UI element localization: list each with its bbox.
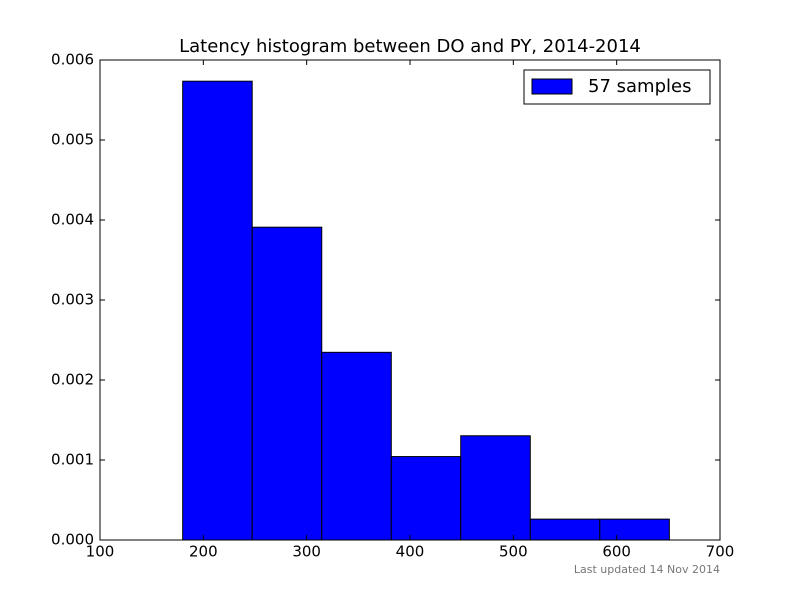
legend-swatch [531,78,573,95]
bar [251,226,323,541]
bar [390,456,462,541]
y-tick-label: 0.004 [51,211,94,229]
y-tick-label: 0.000 [51,531,94,549]
footnote: Last updated 14 Nov 2014 [574,563,720,576]
y-tick-label: 0.003 [51,291,94,309]
x-tick-label: 400 [396,543,425,561]
x-tick-label: 200 [189,543,218,561]
bar [460,435,531,541]
x-tick-label: 300 [292,543,321,561]
bar [599,518,670,541]
chart-title: Latency histogram between DO and PY, 201… [179,36,641,57]
x-tick-label: 600 [602,543,631,561]
y-tick-label: 0.002 [51,371,94,389]
y-tick-label: 0.006 [51,51,94,69]
x-tick-label: 500 [499,543,528,561]
legend-label: 57 samples [588,76,691,97]
y-tick-label: 0.005 [51,131,94,149]
x-tick-label: 100 [86,543,115,561]
bar [182,80,253,541]
x-tick-label: 700 [706,543,735,561]
bar [529,518,601,541]
y-tick-label: 0.001 [51,451,94,469]
bar [321,351,392,541]
